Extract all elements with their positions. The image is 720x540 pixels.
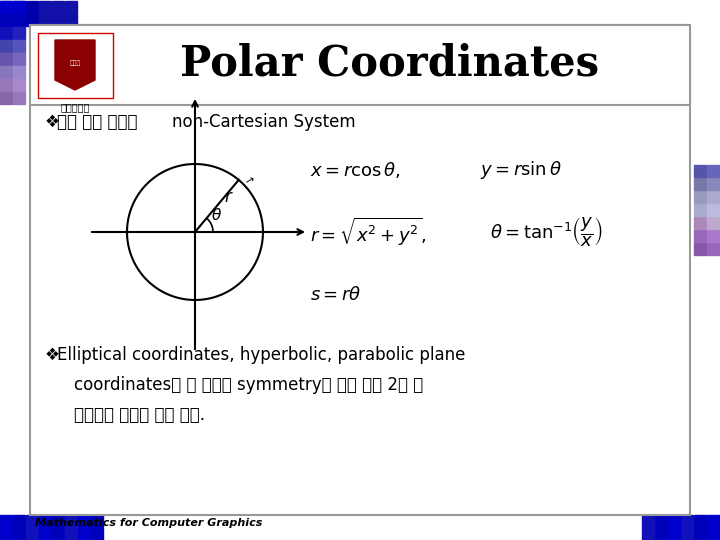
Bar <box>65 14 77 26</box>
Bar <box>0 14 12 26</box>
Bar <box>694 204 706 216</box>
Bar <box>65 528 77 540</box>
Bar <box>0 1 12 13</box>
Bar <box>642 528 654 540</box>
Bar <box>0 40 12 52</box>
Bar <box>707 178 719 190</box>
Text: 고려대학교: 고려대학교 <box>60 102 90 112</box>
Bar <box>707 243 719 255</box>
Bar <box>694 243 706 255</box>
Bar <box>707 204 719 216</box>
Bar <box>39 528 51 540</box>
Text: 가장 많이 쓰이는: 가장 많이 쓰이는 <box>57 113 143 131</box>
Text: ❖: ❖ <box>45 346 65 364</box>
Text: 선들로도 좌표계 표현 가능.: 선들로도 좌표계 표현 가능. <box>74 406 205 424</box>
Bar <box>0 515 12 527</box>
Text: r: r <box>225 188 232 206</box>
Bar <box>0 79 12 91</box>
Bar <box>0 1 12 13</box>
Bar <box>707 191 719 203</box>
Bar <box>52 528 64 540</box>
Bar <box>694 178 706 190</box>
Text: Elliptical coordinates, hyperbolic, parabolic plane: Elliptical coordinates, hyperbolic, para… <box>57 346 465 364</box>
Bar <box>52 1 64 13</box>
Bar <box>0 27 12 39</box>
Text: ❖: ❖ <box>45 113 65 131</box>
Bar <box>0 528 12 540</box>
Bar <box>681 515 693 527</box>
Text: Polar Coordinates: Polar Coordinates <box>181 43 600 85</box>
Bar <box>0 92 12 104</box>
Bar <box>26 14 38 26</box>
Bar <box>91 528 103 540</box>
Bar <box>0 14 12 26</box>
Bar <box>0 53 12 65</box>
Text: $\theta = \tan^{-1}\!\left(\dfrac{y}{x}\right)$: $\theta = \tan^{-1}\!\left(\dfrac{y}{x}\… <box>490 215 603 249</box>
Bar <box>668 528 680 540</box>
Text: coordinates등 원 이외에 symmetry를 가진 다른 2차 곡: coordinates등 원 이외에 symmetry를 가진 다른 2차 곡 <box>74 376 423 394</box>
Bar <box>707 230 719 242</box>
Bar <box>694 515 706 527</box>
Bar <box>39 515 51 527</box>
Text: Mathematics for Computer Graphics: Mathematics for Computer Graphics <box>35 518 262 528</box>
Text: ↗: ↗ <box>243 176 254 188</box>
Bar <box>13 53 25 65</box>
Bar <box>26 515 38 527</box>
Bar <box>39 1 51 13</box>
Bar <box>39 14 51 26</box>
Bar <box>707 528 719 540</box>
Bar <box>13 1 25 13</box>
Bar <box>13 66 25 78</box>
Bar <box>694 217 706 229</box>
Bar <box>0 66 12 78</box>
Bar <box>13 14 25 26</box>
Bar <box>91 515 103 527</box>
Bar <box>78 528 90 540</box>
Bar <box>13 1 25 13</box>
Bar <box>694 165 706 177</box>
Text: $x = r\cos\theta,$: $x = r\cos\theta,$ <box>310 160 401 180</box>
Bar <box>13 27 25 39</box>
Polygon shape <box>55 40 95 90</box>
Bar <box>694 528 706 540</box>
Text: $r = \sqrt{x^2 + y^2},$: $r = \sqrt{x^2 + y^2},$ <box>310 216 426 248</box>
Bar <box>668 515 680 527</box>
Bar <box>707 217 719 229</box>
Bar <box>26 1 38 13</box>
Bar <box>642 515 654 527</box>
Bar <box>13 14 25 26</box>
Bar <box>681 528 693 540</box>
Bar <box>13 515 25 527</box>
Bar <box>694 191 706 203</box>
Bar <box>694 230 706 242</box>
Bar <box>78 515 90 527</box>
Bar <box>26 528 38 540</box>
Text: non-Cartesian System: non-Cartesian System <box>172 113 356 131</box>
Bar <box>65 1 77 13</box>
Bar <box>52 515 64 527</box>
Bar <box>655 515 667 527</box>
Text: $y = r\sin\theta$: $y = r\sin\theta$ <box>480 159 562 181</box>
Bar <box>30 25 690 105</box>
Bar <box>13 79 25 91</box>
Bar <box>13 92 25 104</box>
Text: 고려대: 고려대 <box>69 60 81 66</box>
Bar <box>707 515 719 527</box>
Bar <box>707 165 719 177</box>
Text: $s = r\theta$: $s = r\theta$ <box>310 286 361 304</box>
Bar <box>65 515 77 527</box>
Bar <box>13 528 25 540</box>
Bar <box>52 14 64 26</box>
Bar <box>13 40 25 52</box>
Bar <box>655 528 667 540</box>
Text: $\theta$: $\theta$ <box>211 207 222 223</box>
Bar <box>38 33 113 98</box>
